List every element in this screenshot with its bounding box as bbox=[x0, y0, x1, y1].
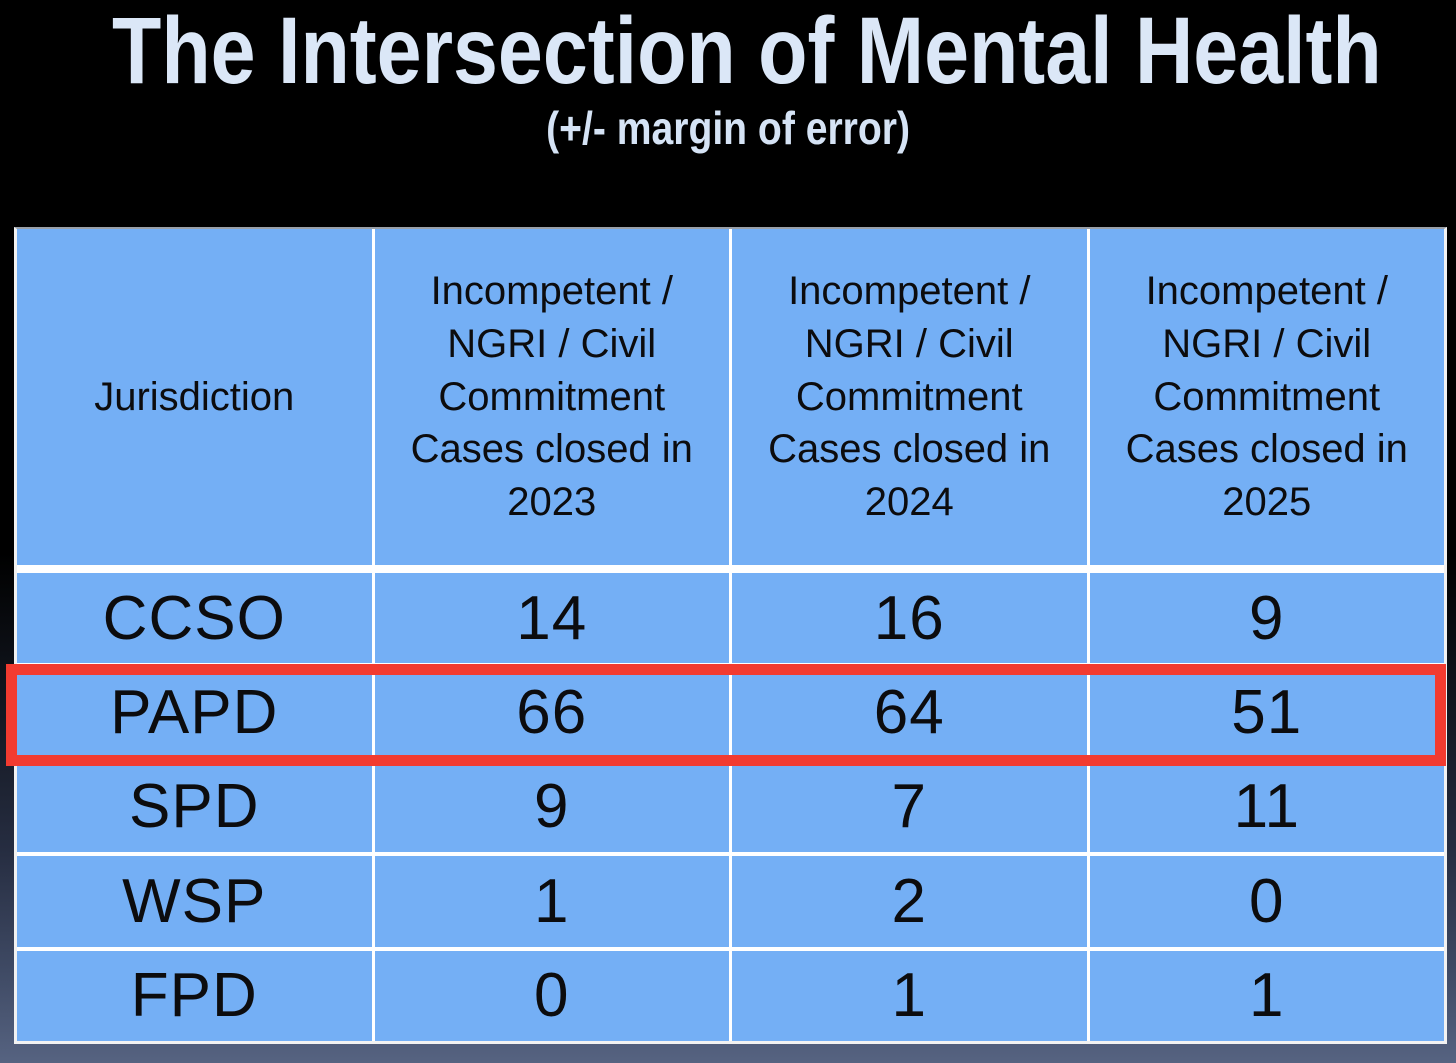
cell-wsp-2023: 1 bbox=[374, 856, 729, 947]
cell-fpd-2023: 0 bbox=[374, 950, 729, 1041]
cell-papd-2025: 51 bbox=[1089, 667, 1444, 758]
cell-ccso-2024: 16 bbox=[732, 573, 1087, 664]
cell-papd-2024: 64 bbox=[732, 667, 1087, 758]
column-header-jurisdiction: Jurisdiction bbox=[17, 229, 372, 569]
cell-fpd-2025: 1 bbox=[1089, 950, 1444, 1041]
cell-fpd-2024: 1 bbox=[732, 950, 1087, 1041]
column-header-2024: Incompetent / NGRI / Civil Commitment Ca… bbox=[732, 229, 1087, 569]
row-label-fpd: FPD bbox=[17, 950, 372, 1041]
cell-spd-2024: 7 bbox=[732, 761, 1087, 853]
row-label-spd: SPD bbox=[17, 761, 372, 853]
cell-ccso-2025: 9 bbox=[1089, 573, 1444, 664]
row-label-papd: PAPD bbox=[17, 667, 372, 758]
slide-title-text: The Intersection of Mental Health bbox=[112, 0, 1382, 104]
cell-wsp-2025: 0 bbox=[1089, 856, 1444, 947]
cell-spd-2023: 9 bbox=[374, 761, 729, 853]
cell-ccso-2023: 14 bbox=[374, 573, 729, 664]
row-label-wsp: WSP bbox=[17, 856, 372, 947]
row-label-ccso: CCSO bbox=[17, 573, 372, 664]
title-area: The Intersection of Mental Health (+/- m… bbox=[0, 0, 1456, 152]
jurisdiction-cases-table: Jurisdiction Incompetent / NGRI / Civil C… bbox=[14, 227, 1447, 1044]
cell-wsp-2024: 2 bbox=[732, 856, 1087, 947]
column-header-2023: Incompetent / NGRI / Civil Commitment Ca… bbox=[374, 229, 729, 569]
column-header-2025: Incompetent / NGRI / Civil Commitment Ca… bbox=[1089, 229, 1444, 569]
slide-subtitle: (+/- margin of error) bbox=[0, 105, 1456, 151]
cell-spd-2025: 11 bbox=[1089, 761, 1444, 853]
cell-papd-2023: 66 bbox=[374, 667, 729, 758]
slide-subtitle-text: (+/- margin of error) bbox=[546, 102, 910, 154]
slide-title: The Intersection of Mental Health bbox=[0, 0, 1456, 99]
